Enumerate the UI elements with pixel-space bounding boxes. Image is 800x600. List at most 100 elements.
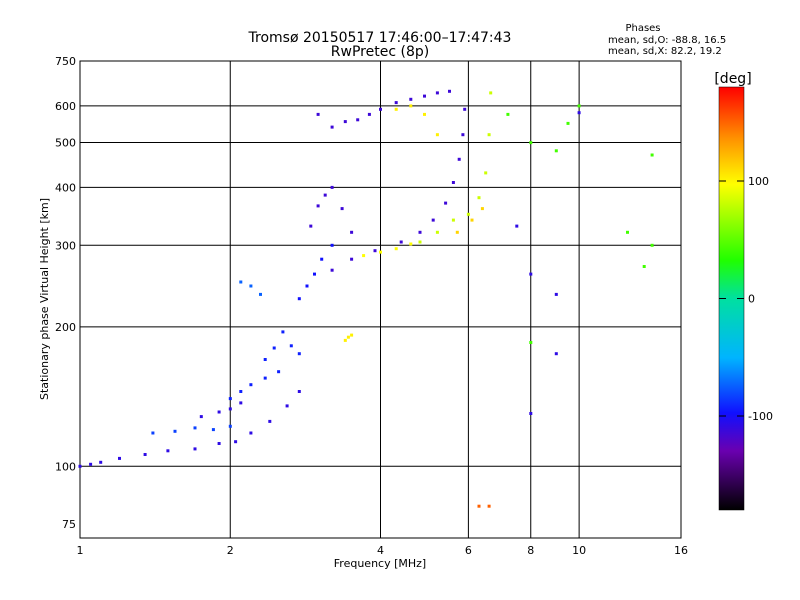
data-point (367, 112, 371, 116)
data-point (423, 112, 426, 116)
data-point (477, 504, 481, 508)
data-point (554, 352, 558, 356)
data-point (487, 133, 491, 137)
data-point (330, 125, 334, 129)
data-point (289, 344, 293, 348)
data-point (435, 133, 439, 137)
data-point (316, 204, 320, 208)
x-tick-label: 8 (527, 544, 534, 557)
data-point (457, 157, 461, 161)
data-point (489, 91, 493, 95)
data-point (263, 376, 267, 380)
data-point (477, 196, 481, 200)
data-point (554, 292, 558, 296)
x-axis-label: Frequency [MHz] (334, 557, 426, 570)
data-point (228, 424, 232, 428)
data-point (211, 428, 215, 432)
x-tick-label: 1 (77, 544, 84, 557)
data-point (330, 185, 334, 189)
colorbar-ticks: 100 0 -100 (719, 175, 773, 423)
chart-subtitle: RwPretec (8p) (331, 44, 429, 60)
phases-mean-x: mean, sd,X: 82.2, 19.2 (608, 46, 722, 57)
y-tick-label: 300 (55, 239, 76, 252)
data-point (409, 242, 413, 246)
data-point (263, 358, 267, 361)
data-point (470, 218, 474, 222)
data-point (309, 224, 313, 228)
data-point (362, 254, 366, 258)
data-point (268, 419, 272, 423)
data-point (379, 250, 382, 254)
data-point (451, 181, 455, 184)
data-point (373, 249, 377, 253)
data-point (451, 218, 455, 222)
data-point (394, 107, 398, 111)
data-point (409, 104, 413, 108)
data-point (193, 447, 197, 451)
y-tick-label: 75 (62, 518, 76, 531)
y-tick-label: 750 (55, 55, 76, 68)
grid-lines (80, 61, 681, 538)
data-point (466, 212, 470, 216)
data-point (484, 171, 488, 175)
y-axis-label: Stationary phase Virtual Height [km] (38, 198, 51, 400)
colorbar-tick-label: 100 (748, 175, 769, 188)
data-point (399, 240, 403, 244)
data-point (431, 218, 435, 222)
data-point (448, 89, 451, 93)
data-point (506, 112, 510, 116)
data-points (78, 89, 654, 508)
data-point (173, 429, 177, 433)
data-point (193, 426, 197, 430)
data-point (228, 397, 232, 401)
data-point (330, 268, 334, 272)
data-point (379, 107, 382, 111)
data-point (350, 257, 354, 261)
data-point (554, 149, 558, 153)
data-point (143, 453, 147, 456)
data-point (529, 272, 533, 276)
x-tick-label: 2 (227, 544, 234, 557)
data-point (277, 370, 281, 374)
x-tick-labels: 1 2 4 6 8 10 16 (77, 544, 689, 557)
data-point (166, 449, 170, 453)
data-point (281, 330, 285, 334)
data-point (566, 121, 570, 125)
data-point (272, 346, 276, 350)
data-point (217, 442, 221, 445)
x-tick-label: 10 (572, 544, 586, 557)
data-point (350, 230, 354, 234)
y-tick-label: 500 (55, 137, 76, 150)
data-point (217, 410, 221, 414)
data-point (529, 341, 533, 344)
data-point (346, 335, 350, 339)
data-point (323, 193, 327, 197)
data-point (316, 112, 320, 116)
data-point (228, 407, 232, 411)
phases-title: Phases (625, 23, 660, 34)
data-point (285, 404, 289, 408)
data-point (626, 230, 629, 234)
data-point (418, 230, 422, 234)
data-point (249, 383, 253, 387)
data-point (394, 247, 398, 251)
data-point (330, 243, 334, 247)
data-point (350, 333, 354, 337)
colorbar-tick-label: -100 (748, 410, 773, 423)
data-point (234, 440, 238, 444)
data-point (650, 243, 654, 247)
data-point (577, 111, 581, 115)
x-tick-label: 4 (377, 544, 384, 557)
data-point (151, 431, 155, 435)
data-point (435, 230, 439, 234)
y-tick-labels: 75 100 200 300 400 500 600 750 (55, 55, 76, 531)
data-point (480, 207, 484, 211)
data-point (343, 120, 347, 124)
data-point (444, 201, 448, 205)
data-point (577, 104, 581, 108)
colorbar-label: [deg] (714, 71, 751, 87)
data-point (409, 97, 413, 101)
data-point (239, 280, 243, 284)
data-point (259, 292, 262, 296)
